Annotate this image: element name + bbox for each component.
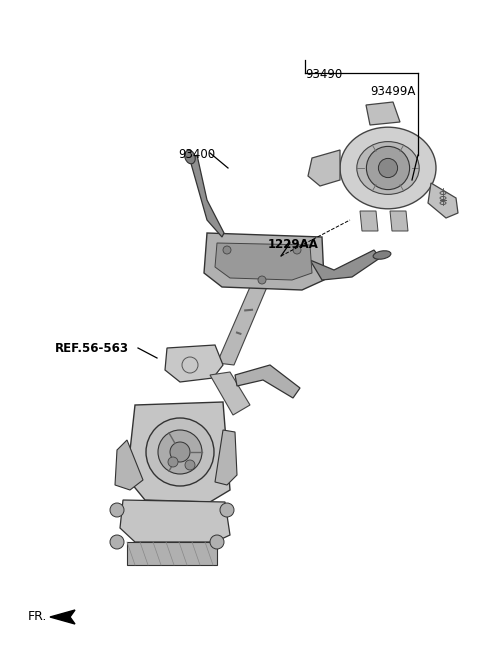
Polygon shape (217, 287, 267, 365)
Circle shape (366, 147, 409, 190)
Text: 1229AA: 1229AA (268, 238, 319, 251)
Text: 93490: 93490 (305, 68, 342, 81)
Circle shape (110, 503, 124, 517)
Circle shape (378, 158, 397, 177)
Circle shape (210, 535, 224, 549)
Text: 93499A: 93499A (370, 85, 415, 98)
Polygon shape (127, 402, 230, 502)
Circle shape (168, 457, 178, 467)
Ellipse shape (357, 142, 419, 194)
Circle shape (220, 503, 234, 517)
Polygon shape (50, 610, 75, 624)
Polygon shape (127, 542, 217, 565)
Circle shape (293, 246, 301, 254)
Polygon shape (360, 211, 378, 231)
Circle shape (185, 460, 195, 470)
Polygon shape (428, 183, 458, 218)
Polygon shape (308, 150, 340, 186)
Circle shape (146, 418, 214, 486)
Circle shape (223, 246, 231, 254)
Circle shape (110, 535, 124, 549)
Polygon shape (165, 345, 223, 382)
Polygon shape (190, 155, 224, 237)
Polygon shape (210, 372, 250, 415)
Polygon shape (310, 250, 380, 280)
Polygon shape (215, 243, 312, 280)
Polygon shape (115, 440, 143, 490)
Polygon shape (390, 211, 408, 231)
Polygon shape (366, 102, 400, 125)
Circle shape (158, 430, 202, 474)
Ellipse shape (373, 251, 391, 260)
Text: REF.56-563: REF.56-563 (55, 342, 129, 355)
Ellipse shape (340, 127, 436, 209)
Polygon shape (120, 500, 230, 542)
Ellipse shape (185, 150, 195, 164)
Polygon shape (204, 233, 324, 290)
Text: FR.: FR. (28, 610, 48, 623)
Polygon shape (215, 430, 237, 485)
Circle shape (170, 442, 190, 462)
Circle shape (258, 276, 266, 284)
Polygon shape (235, 365, 300, 398)
Text: 93400: 93400 (178, 148, 215, 161)
